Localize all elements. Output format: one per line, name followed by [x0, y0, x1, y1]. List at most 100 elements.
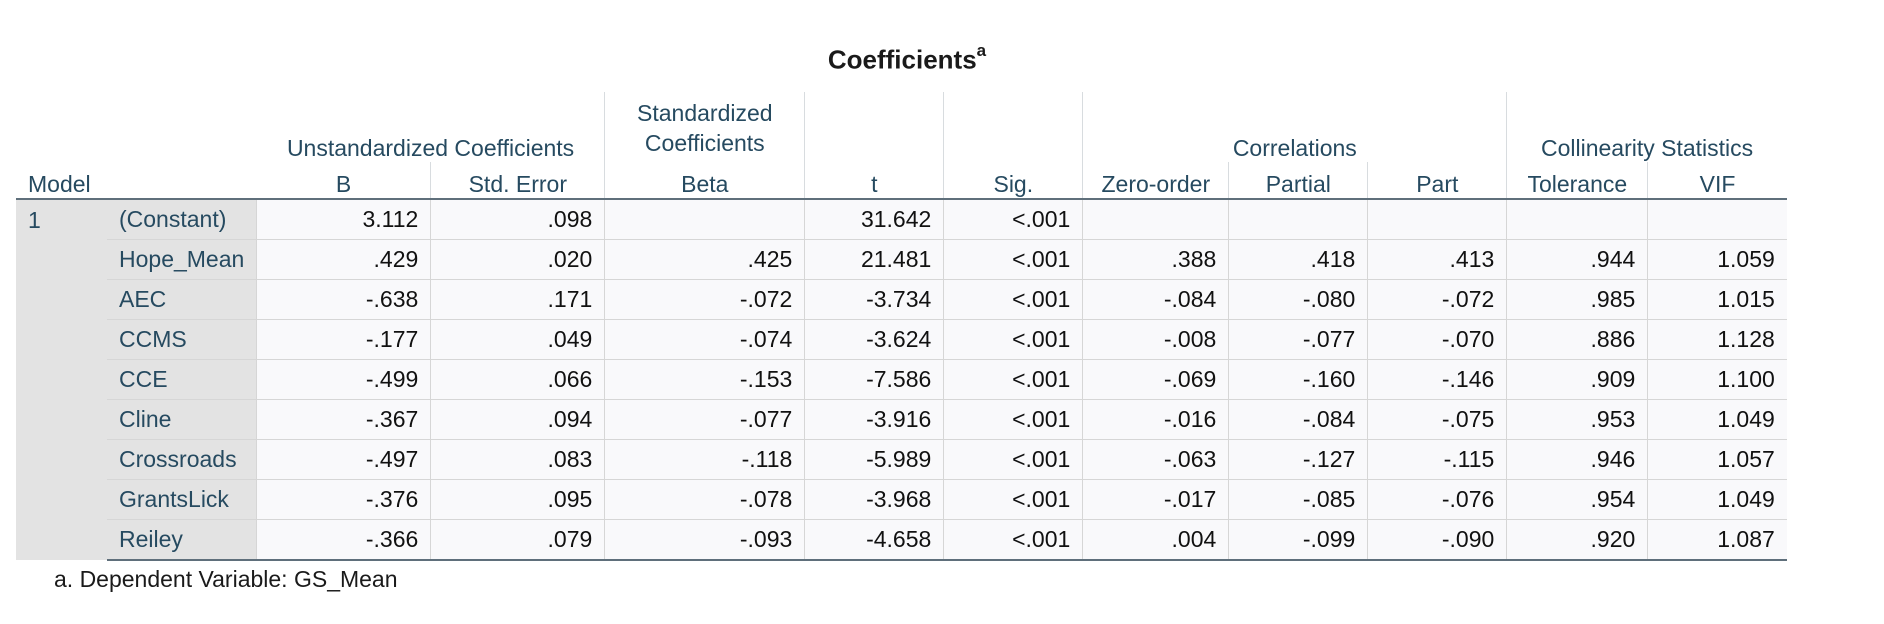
- cell-partial: -.080: [1228, 279, 1369, 320]
- cell-b: -.497: [256, 439, 432, 480]
- cell-b: -.366: [256, 519, 432, 561]
- cell-zero-order: -.063: [1082, 439, 1230, 480]
- cell-t: 21.481: [804, 239, 945, 280]
- cell-zero-order: .388: [1082, 239, 1230, 280]
- cell-vif: 1.049: [1647, 479, 1787, 520]
- cell-partial: -.084: [1228, 399, 1369, 440]
- title-footnote-marker: a: [976, 41, 987, 60]
- table-row: Crossroads -.497 .083 -.118 -5.989 <.001…: [16, 439, 1787, 480]
- cell-partial: -.099: [1228, 519, 1369, 561]
- column-header-vif: VIF: [1699, 171, 1736, 197]
- cell-part: [1367, 198, 1508, 240]
- row-label: Hope_Mean: [107, 239, 258, 280]
- cell-partial: [1228, 198, 1369, 240]
- cell-beta: -.093: [604, 519, 806, 561]
- cell-partial: -.085: [1228, 479, 1369, 520]
- cell-sig: <.001: [943, 239, 1084, 280]
- cell-partial: .418: [1228, 239, 1369, 280]
- row-label: (Constant): [107, 198, 258, 240]
- cell-tolerance: [1506, 198, 1649, 240]
- cell-partial: -.160: [1228, 359, 1369, 400]
- row-label: CCE: [107, 359, 258, 400]
- cell-vif: 1.059: [1647, 239, 1787, 280]
- cell-zero-order: -.084: [1082, 279, 1230, 320]
- cell-vif: 1.057: [1647, 439, 1787, 480]
- cell-part: -.075: [1367, 399, 1508, 440]
- cell-t: -5.989: [804, 439, 945, 480]
- row-label: GrantsLick: [107, 479, 258, 520]
- column-header-b: B: [256, 162, 432, 199]
- cell-sig: <.001: [943, 319, 1084, 360]
- table-row: 1 (Constant) 3.112 .098 31.642 <.001: [16, 198, 1787, 560]
- cell-part: -.146: [1367, 359, 1508, 400]
- coefficients-table: Unstandardized Coefficients Standardized…: [16, 92, 1787, 561]
- cell-b: -.177: [256, 319, 432, 360]
- column-header-partial: Partial: [1228, 162, 1369, 199]
- cell-sig: <.001: [943, 279, 1084, 320]
- cell-tolerance: .953: [1506, 399, 1649, 440]
- table-row: CCE -.499 .066 -.153 -7.586 <.001 -.069 …: [16, 359, 1787, 400]
- cell-b: -.638: [256, 279, 432, 320]
- cell-zero-order: [1082, 198, 1230, 240]
- cell-tolerance: .944: [1506, 239, 1649, 280]
- cell-std-error: .171: [430, 279, 606, 320]
- cell-beta: -.077: [604, 399, 806, 440]
- cell-sig: <.001: [943, 519, 1084, 561]
- cell-std-error: .079: [430, 519, 606, 561]
- cell-t: -3.916: [804, 399, 945, 440]
- cell-b: .429: [256, 239, 432, 280]
- header-standardized-coefficients: Standardized Coefficients: [604, 92, 806, 162]
- table-footnote: a. Dependent Variable: GS_Mean: [54, 566, 398, 592]
- cell-beta: -.118: [604, 439, 806, 480]
- cell-std-error: .083: [430, 439, 606, 480]
- cell-std-error: .094: [430, 399, 606, 440]
- cell-beta: -.074: [604, 319, 806, 360]
- cell-beta: [604, 198, 806, 240]
- row-label: Crossroads: [107, 439, 258, 480]
- table-row: Reiley -.366 .079 -.093 -4.658 <.001 .00…: [16, 519, 1787, 561]
- cell-b: -.499: [256, 359, 432, 400]
- cell-tolerance: .920: [1506, 519, 1649, 561]
- table-title: Coefficientsa: [0, 41, 1814, 76]
- cell-tolerance: .886: [1506, 319, 1649, 360]
- cell-zero-order: -.069: [1082, 359, 1230, 400]
- header-t-spacer: [804, 92, 945, 162]
- row-label: CCMS: [107, 319, 258, 360]
- row-label: Cline: [107, 399, 258, 440]
- cell-t: -3.624: [804, 319, 945, 360]
- cell-zero-order: -.017: [1082, 479, 1230, 520]
- cell-std-error: .049: [430, 319, 606, 360]
- cell-sig: <.001: [943, 198, 1084, 240]
- cell-vif: [1647, 198, 1787, 240]
- table-row: GrantsLick -.376 .095 -.078 -3.968 <.001…: [16, 479, 1787, 520]
- cell-t: -4.658: [804, 519, 945, 561]
- cell-tolerance: .946: [1506, 439, 1649, 480]
- cell-t: -7.586: [804, 359, 945, 400]
- column-header-t: t: [804, 162, 945, 199]
- cell-std-error: .098: [430, 198, 606, 240]
- table-row: AEC -.638 .171 -.072 -3.734 <.001 -.084 …: [16, 279, 1787, 320]
- header-unstandardized-coefficients: Unstandardized Coefficients: [256, 92, 606, 162]
- header-correlations: Correlations: [1082, 92, 1508, 162]
- cell-vif: 1.128: [1647, 319, 1787, 360]
- table-title-text: Coefficients: [827, 44, 977, 75]
- cell-std-error: .066: [430, 359, 606, 400]
- header-row-groups: Unstandardized Coefficients Standardized…: [16, 92, 1787, 162]
- column-header-std-error: Std. Error: [430, 162, 606, 199]
- cell-part: -.076: [1367, 479, 1508, 520]
- row-label: AEC: [107, 279, 258, 320]
- column-header-tolerance: Tolerance: [1506, 162, 1649, 199]
- table-row: Hope_Mean .429 .020 .425 21.481 <.001 .3…: [16, 239, 1787, 280]
- cell-beta: .425: [604, 239, 806, 280]
- cell-part: -.115: [1367, 439, 1508, 480]
- table-row: Cline -.367 .094 -.077 -3.916 <.001 -.01…: [16, 399, 1787, 440]
- cell-beta: -.153: [604, 359, 806, 400]
- cell-part: -.072: [1367, 279, 1508, 320]
- column-header-sig: Sig.: [943, 162, 1084, 199]
- cell-zero-order: -.016: [1082, 399, 1230, 440]
- cell-zero-order: -.008: [1082, 319, 1230, 360]
- cell-vif: 1.087: [1647, 519, 1787, 561]
- model-number: 1: [16, 198, 107, 560]
- header-row-columns: Model B Std. Error Beta t Sig. Zero-orde…: [16, 162, 1787, 199]
- cell-part: .413: [1367, 239, 1508, 280]
